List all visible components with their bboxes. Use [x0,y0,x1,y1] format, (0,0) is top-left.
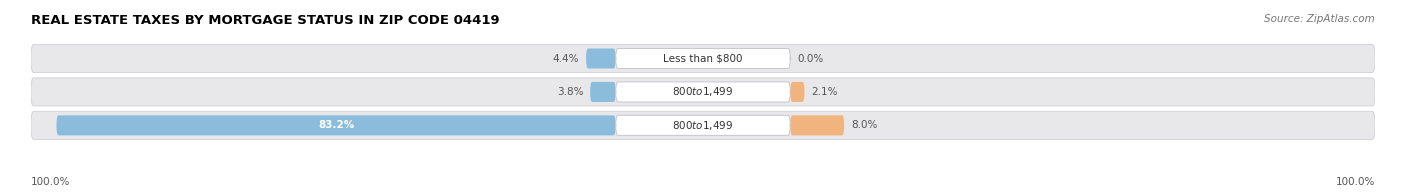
Text: 2.1%: 2.1% [811,87,838,97]
Text: 83.2%: 83.2% [318,120,354,130]
Text: 0.0%: 0.0% [797,53,824,64]
FancyBboxPatch shape [31,111,1375,139]
Text: $800 to $1,499: $800 to $1,499 [672,119,734,132]
Text: REAL ESTATE TAXES BY MORTGAGE STATUS IN ZIP CODE 04419: REAL ESTATE TAXES BY MORTGAGE STATUS IN … [31,14,499,27]
FancyBboxPatch shape [616,82,790,102]
FancyBboxPatch shape [616,49,790,68]
Text: Less than $800: Less than $800 [664,53,742,64]
Text: Source: ZipAtlas.com: Source: ZipAtlas.com [1264,14,1375,24]
FancyBboxPatch shape [591,82,616,102]
FancyBboxPatch shape [31,44,1375,73]
Text: $800 to $1,499: $800 to $1,499 [672,85,734,98]
FancyBboxPatch shape [31,78,1375,106]
FancyBboxPatch shape [616,115,790,135]
Text: 100.0%: 100.0% [31,177,70,187]
FancyBboxPatch shape [790,115,844,135]
FancyBboxPatch shape [586,49,616,68]
FancyBboxPatch shape [56,115,616,135]
Text: 100.0%: 100.0% [1336,177,1375,187]
Text: 3.8%: 3.8% [557,87,583,97]
FancyBboxPatch shape [790,82,804,102]
Text: 4.4%: 4.4% [553,53,579,64]
Text: 8.0%: 8.0% [851,120,877,130]
